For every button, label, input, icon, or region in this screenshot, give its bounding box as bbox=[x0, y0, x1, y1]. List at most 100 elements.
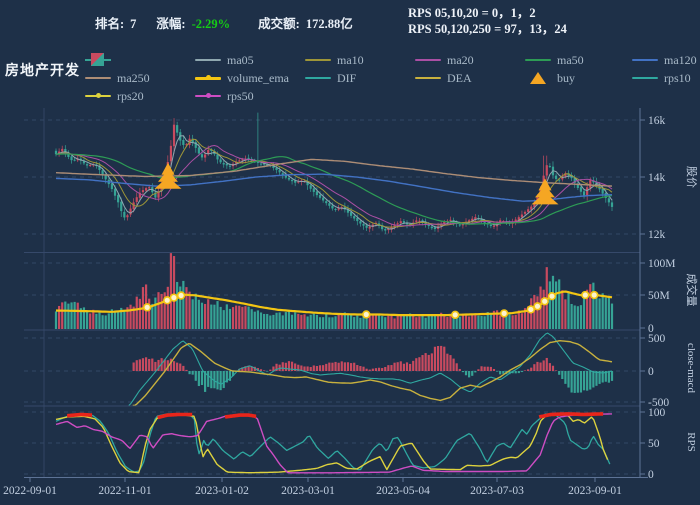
legend-label-rps10: rps10 bbox=[664, 70, 691, 85]
svg-text:500: 500 bbox=[648, 333, 666, 345]
volume-ema-marker-icon bbox=[169, 293, 179, 302]
price-panel bbox=[54, 112, 614, 234]
macd-panel bbox=[128, 332, 614, 407]
volume-ema-marker-icon bbox=[540, 297, 549, 306]
legend-item-ma10[interactable]: ma10 bbox=[305, 53, 364, 67]
legend-label-ma20: ma20 bbox=[447, 52, 474, 67]
legend-label-DEA: DEA bbox=[447, 70, 472, 85]
rps20-legend-swatch-icon bbox=[85, 89, 111, 103]
svg-text:12k: 12k bbox=[648, 229, 666, 241]
DIF-legend-swatch-icon bbox=[305, 71, 331, 85]
legend-item-buy[interactable]: buy bbox=[525, 71, 575, 85]
volume-ema-marker-icon bbox=[581, 290, 590, 300]
legend-item-ma50[interactable]: ma50 bbox=[525, 53, 584, 67]
svg-text:2023-01-02: 2023-01-02 bbox=[195, 485, 249, 497]
legend-item-rps10[interactable]: rps10 bbox=[632, 71, 691, 85]
legend-item-ma20[interactable]: ma20 bbox=[415, 53, 474, 67]
ma20-legend-swatch-icon bbox=[415, 53, 441, 67]
axes: 16k14k12k100M50M05000-500100500股价成交量clos… bbox=[3, 108, 699, 497]
legend-item-DEA[interactable]: DEA bbox=[415, 71, 472, 85]
volume-ema-marker-icon bbox=[547, 291, 557, 301]
svg-text:0: 0 bbox=[648, 323, 654, 335]
rank-label: 排名: bbox=[95, 17, 125, 31]
ma50-legend-swatch-icon bbox=[525, 53, 551, 67]
price-y-axis-labels: 16k 14k 12k bbox=[640, 115, 666, 241]
rps-summary-line1: RPS 05,10,20 = 0，1，2 bbox=[408, 6, 536, 20]
volume-ema-marker-icon bbox=[533, 302, 542, 311]
ma120-legend-swatch-icon bbox=[632, 53, 658, 67]
legend-label-ma05: ma05 bbox=[227, 52, 254, 67]
ma05-legend-swatch-icon bbox=[195, 53, 221, 67]
legend-item-DIF[interactable]: DIF bbox=[305, 71, 356, 85]
kline-legend-swatch-icon bbox=[85, 53, 111, 67]
svg-text:-500: -500 bbox=[648, 397, 669, 409]
legend-item-ma120[interactable]: ma120 bbox=[632, 53, 697, 67]
svg-text:2023-07-03: 2023-07-03 bbox=[470, 485, 524, 497]
svg-text:14k: 14k bbox=[648, 172, 666, 184]
macd-y-axis-labels: 500 0 -500 bbox=[640, 333, 669, 409]
svg-text:0: 0 bbox=[648, 469, 654, 481]
legend-label-rps50: rps50 bbox=[227, 88, 254, 103]
volume-ema-marker-icon bbox=[142, 303, 152, 312]
legend-item-ma250[interactable]: ma250 bbox=[85, 71, 150, 85]
svg-text:2022-11-01: 2022-11-01 bbox=[98, 485, 151, 497]
DEA-legend-swatch-icon bbox=[415, 71, 441, 85]
svg-text:16k: 16k bbox=[648, 115, 666, 127]
panel-title-成交量: 成交量 bbox=[685, 274, 699, 307]
legend-item-volume_ema[interactable]: volume_ema bbox=[195, 71, 289, 85]
svg-text:2023-05-04: 2023-05-04 bbox=[376, 485, 430, 497]
rps50-legend-swatch-icon bbox=[195, 89, 221, 103]
svg-text:100: 100 bbox=[648, 407, 666, 419]
legend-item-ma05[interactable]: ma05 bbox=[195, 53, 254, 67]
rps-summary: RPS 05,10,20 = 0，1，2 RPS 50,120,250 = 97… bbox=[408, 5, 567, 37]
rps-summary-line2: RPS 50,120,250 = 97，13，24 bbox=[408, 22, 567, 36]
svg-text:100M: 100M bbox=[648, 258, 675, 270]
volume-ema-marker-icon bbox=[362, 310, 371, 319]
volume_ema-legend-swatch-icon bbox=[195, 71, 221, 85]
legend-label-DIF: DIF bbox=[337, 70, 357, 85]
volume-ema-marker-icon bbox=[451, 310, 460, 320]
legend-label-ma120: ma120 bbox=[664, 52, 697, 67]
change-label: 涨幅: bbox=[156, 17, 186, 31]
rank-value: 7 bbox=[130, 17, 137, 31]
legend-item-kline[interactable] bbox=[85, 53, 117, 67]
svg-text:2023-09-01: 2023-09-01 bbox=[568, 485, 622, 497]
legend-label-volume_ema: volume_ema bbox=[227, 70, 289, 85]
svg-text:2022-09-01: 2022-09-01 bbox=[3, 485, 57, 497]
buy-legend-swatch-icon bbox=[525, 71, 551, 85]
rps-y-axis-labels: 100 50 0 bbox=[640, 407, 666, 481]
legend-item-rps50[interactable]: rps50 bbox=[195, 89, 254, 103]
panel-title-close-macd: close-macd bbox=[685, 343, 697, 394]
svg-text:2023-03-01: 2023-03-01 bbox=[281, 485, 335, 497]
legend-label-ma50: ma50 bbox=[557, 52, 584, 67]
legend-label-buy: buy bbox=[557, 70, 575, 85]
svg-text:0: 0 bbox=[648, 366, 654, 378]
volume-ema-marker-icon bbox=[176, 291, 186, 300]
volume-ema-marker-icon bbox=[590, 290, 599, 300]
sector-name-label: 房地产开发 bbox=[5, 64, 80, 79]
svg-text:50: 50 bbox=[648, 438, 660, 450]
volume-ema-marker-icon bbox=[499, 309, 509, 318]
rps-panel bbox=[55, 412, 612, 474]
legend-item-rps20[interactable]: rps20 bbox=[85, 89, 144, 103]
change-value: -2.29% bbox=[191, 17, 231, 31]
legend-label-ma250: ma250 bbox=[117, 70, 150, 85]
turnover-label: 成交额: bbox=[258, 17, 300, 31]
buy-signal-icon bbox=[154, 162, 182, 189]
volume-ema-marker-icon bbox=[163, 296, 172, 305]
rps10-legend-swatch-icon bbox=[632, 71, 658, 85]
panel-title-股价: 股价 bbox=[685, 166, 698, 188]
ma250-legend-swatch-icon bbox=[85, 71, 111, 85]
x-axis-labels: 2022-09-01 2022-11-01 2023-01-02 2023-03-01… bbox=[3, 477, 622, 497]
volume-y-axis-labels: 100M 50M 0 bbox=[640, 258, 675, 335]
volume-ema-marker-icon bbox=[526, 305, 536, 314]
legend-label-rps20: rps20 bbox=[117, 88, 144, 103]
turnover-value: 172.88亿 bbox=[305, 17, 353, 31]
volume-panel bbox=[54, 253, 614, 329]
ma10-legend-swatch-icon bbox=[305, 53, 331, 67]
legend-label-ma10: ma10 bbox=[337, 52, 364, 67]
header-stats: 排名: 7 涨幅: -2.29% 成交额: 172.88亿 bbox=[95, 13, 353, 32]
